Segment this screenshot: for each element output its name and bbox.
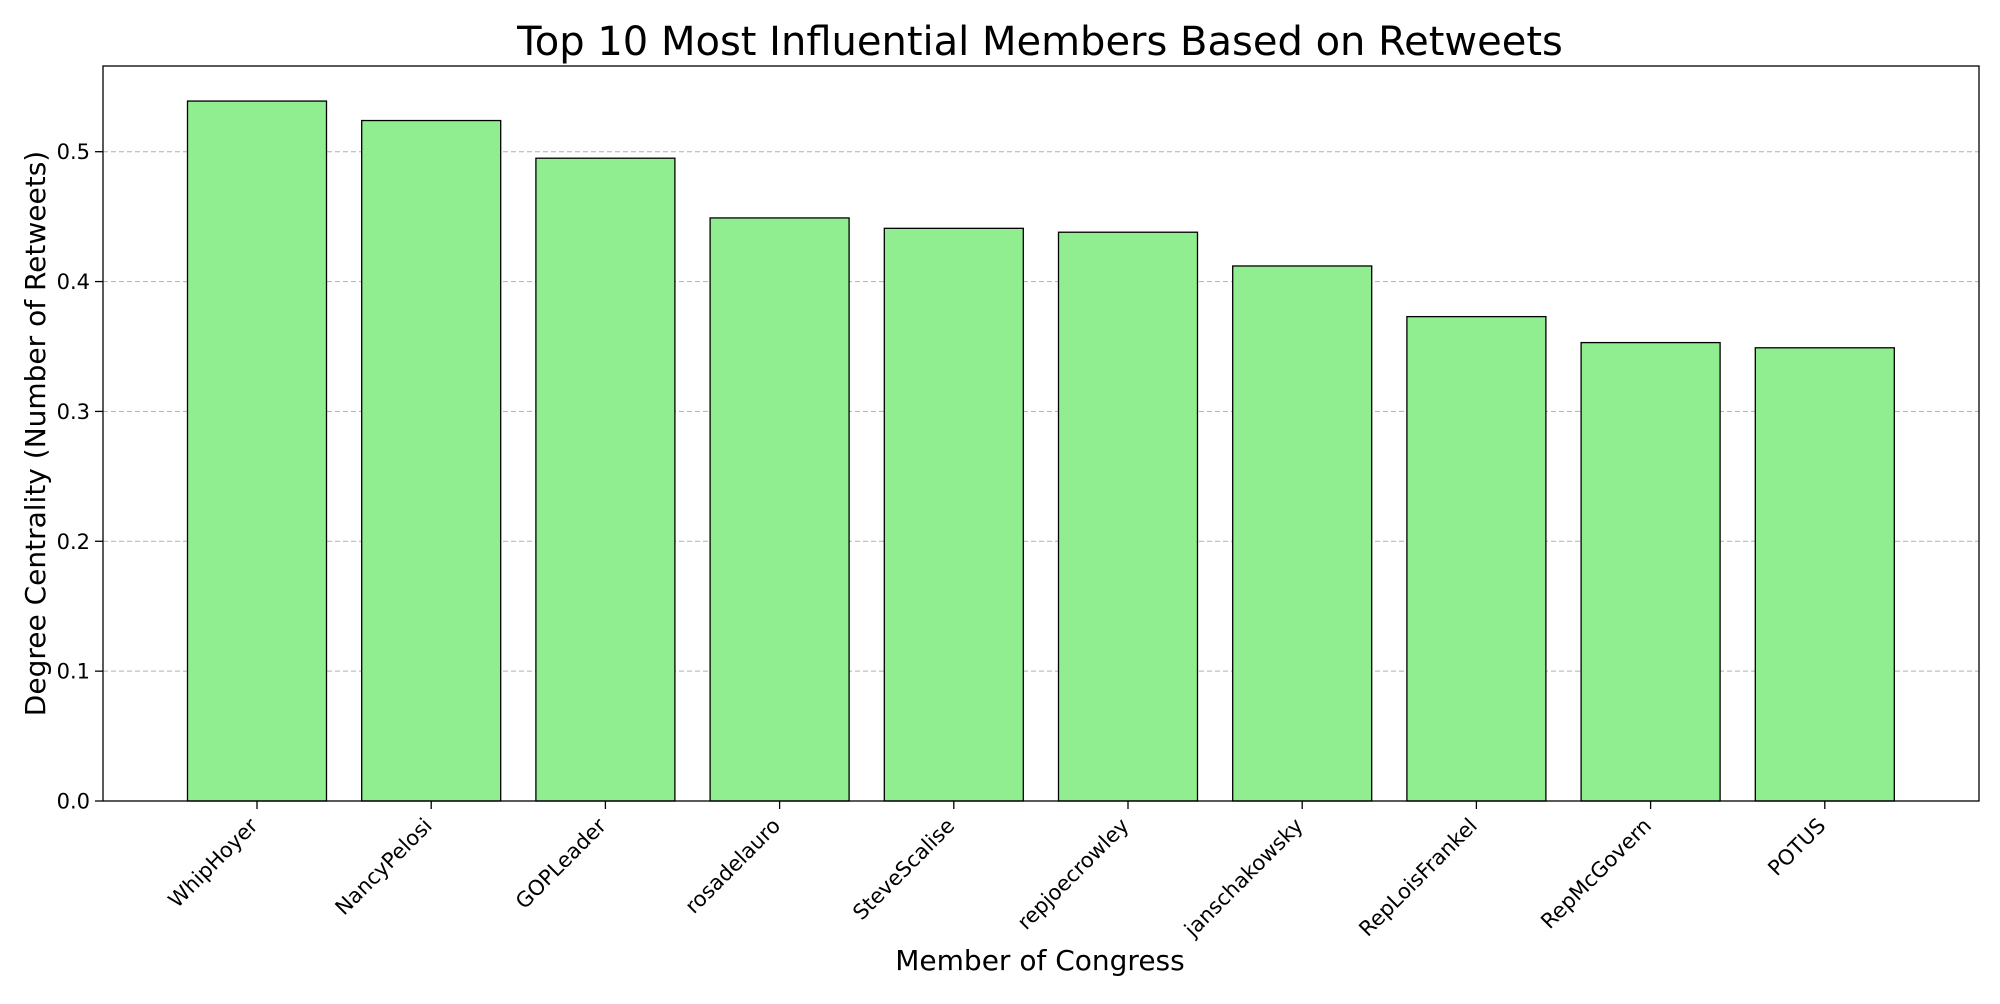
y-axis-ticks: 0.0 0.1 0.2 0.3 0.4 0.5 [57, 140, 103, 814]
x-tick-label: RepLoisFrankel [1354, 814, 1482, 942]
bar-GOPLeader [535, 157, 676, 802]
bar-janschakowsky [1232, 265, 1373, 802]
bar-RepMcGovern [1580, 341, 1721, 802]
x-tick-label: GOPLeader [511, 813, 611, 913]
bar-POTUS [1754, 347, 1895, 802]
plot-frame [102, 65, 1980, 802]
bars [186, 100, 1895, 802]
bar-RepLoisFrankel [1406, 315, 1547, 802]
x-axis-ticks: WhipHoyer NancyPelosi GOPLeader rosadelauro… [164, 801, 1830, 943]
x-axis-label: Member of Congress [895, 944, 1184, 977]
bar-rosadelauro [709, 217, 850, 802]
bar-NancyPelosi [361, 119, 502, 802]
x-tick-label: rosadelauro [680, 814, 785, 919]
bar-repjoecrowley [1057, 231, 1199, 802]
y-tick-label: 0.4 [57, 270, 90, 294]
y-tick-label: 0.2 [57, 530, 90, 554]
x-tick-label: janschakowsky [1179, 814, 1308, 943]
x-tick-label: WhipHoyer [164, 813, 263, 912]
y-axis-label: Degree Centrality (Number of Retweets) [19, 151, 52, 716]
bar-WhipHoyer [186, 100, 328, 802]
x-tick-label: POTUS [1763, 814, 1830, 881]
y-tick-label: 0.0 [57, 790, 90, 814]
y-tick-label: 0.5 [57, 140, 90, 164]
y-tick-label: 0.3 [57, 400, 90, 424]
x-tick-label: SteveScalise [848, 814, 959, 925]
y-tick-label: 0.1 [57, 660, 90, 684]
x-tick-label: RepMcGovern [1536, 814, 1656, 934]
bar-SteveScalise [883, 227, 1024, 802]
x-tick-label: repjoecrowley [1013, 814, 1134, 935]
x-tick-label: NancyPelosi [331, 814, 437, 920]
chart-title: Top 10 Most Influential Members Based on… [516, 19, 1563, 65]
